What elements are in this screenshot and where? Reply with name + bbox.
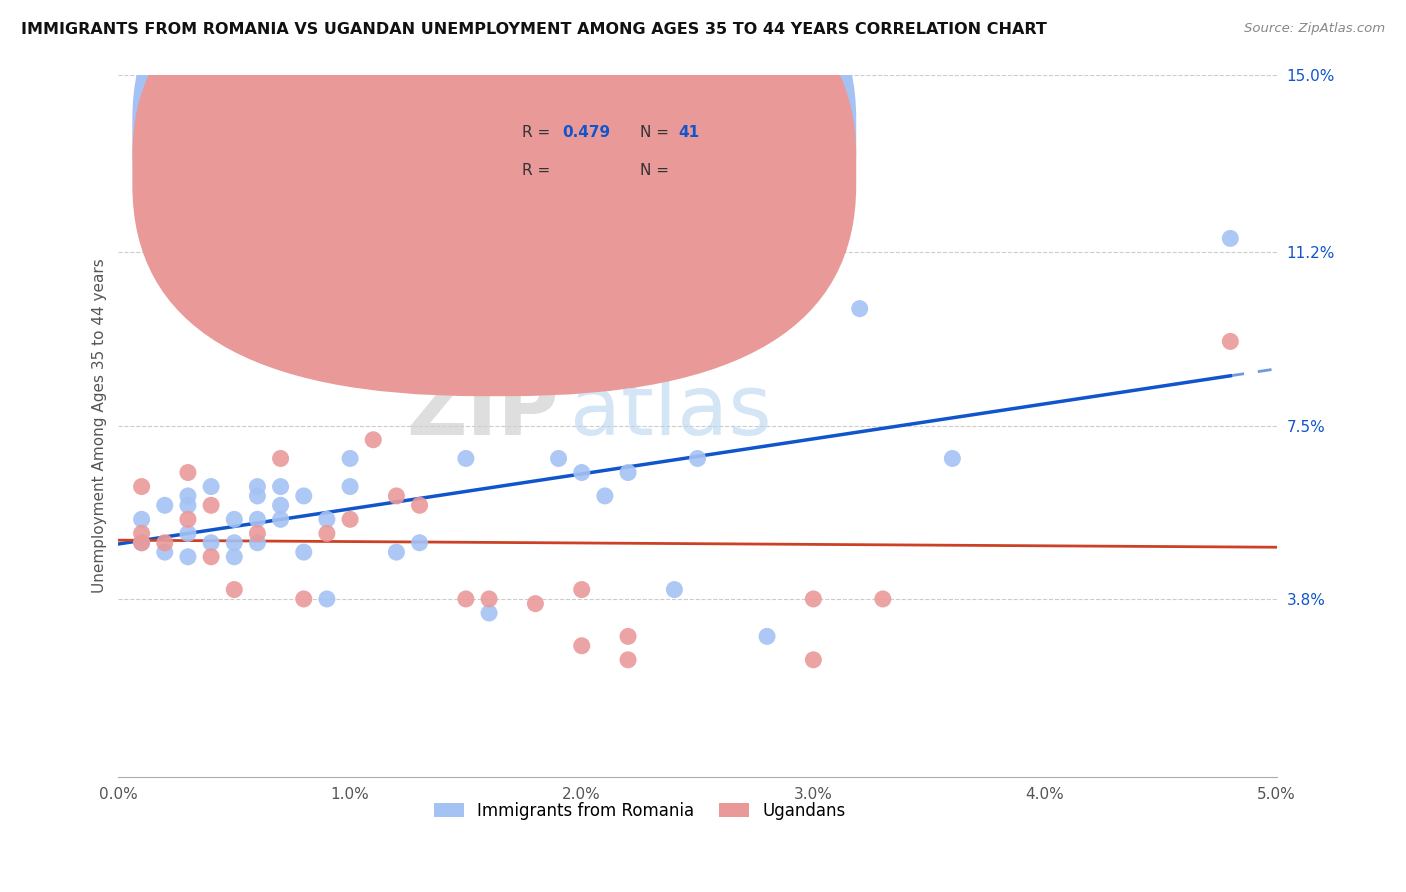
Point — [571, 639, 593, 653]
Point — [316, 512, 339, 526]
Point — [756, 629, 779, 643]
Point — [270, 498, 292, 512]
Point — [224, 582, 246, 597]
Point — [177, 549, 200, 564]
FancyBboxPatch shape — [132, 0, 856, 359]
Point — [617, 466, 640, 480]
Point — [200, 535, 222, 549]
Point — [408, 535, 430, 549]
Point — [478, 606, 501, 620]
Point — [593, 489, 616, 503]
Text: Source: ZipAtlas.com: Source: ZipAtlas.com — [1244, 22, 1385, 36]
Point — [153, 498, 176, 512]
Point — [246, 512, 269, 526]
Point — [872, 591, 894, 606]
Point — [292, 591, 315, 606]
Point — [131, 526, 153, 541]
Point — [571, 582, 593, 597]
Point — [1219, 334, 1241, 349]
Point — [316, 526, 339, 541]
Point — [454, 591, 477, 606]
Point — [941, 451, 963, 466]
Point — [686, 451, 709, 466]
Point — [478, 591, 501, 606]
Text: 0.479: 0.479 — [562, 125, 610, 140]
Point — [292, 545, 315, 559]
Point — [177, 498, 200, 512]
Point — [270, 451, 292, 466]
FancyBboxPatch shape — [454, 103, 790, 208]
Point — [664, 582, 686, 597]
Point — [339, 451, 361, 466]
Point — [339, 512, 361, 526]
Point — [153, 545, 176, 559]
Point — [246, 479, 269, 493]
Text: R =: R = — [522, 125, 550, 140]
Point — [131, 535, 153, 549]
Point — [177, 466, 200, 480]
Point — [224, 512, 246, 526]
Point — [224, 535, 246, 549]
Point — [571, 466, 593, 480]
Point — [454, 451, 477, 466]
Point — [131, 512, 153, 526]
Point — [547, 451, 569, 466]
Point — [361, 433, 384, 447]
Point — [177, 489, 200, 503]
Point — [270, 512, 292, 526]
Point — [246, 489, 269, 503]
Point — [1219, 231, 1241, 245]
Point — [686, 348, 709, 362]
Point — [385, 489, 408, 503]
Point — [339, 479, 361, 493]
FancyBboxPatch shape — [132, 0, 856, 396]
Point — [617, 653, 640, 667]
Point — [246, 535, 269, 549]
Point — [224, 549, 246, 564]
Text: IMMIGRANTS FROM ROMANIA VS UGANDAN UNEMPLOYMENT AMONG AGES 35 TO 44 YEARS CORREL: IMMIGRANTS FROM ROMANIA VS UGANDAN UNEMP… — [21, 22, 1047, 37]
Point — [177, 526, 200, 541]
Point — [803, 591, 825, 606]
Text: atlas: atlas — [571, 371, 772, 452]
Point — [408, 498, 430, 512]
Point — [200, 498, 222, 512]
Point — [617, 629, 640, 643]
Point — [803, 653, 825, 667]
Point — [131, 535, 153, 549]
Point — [848, 301, 870, 316]
Point — [200, 479, 222, 493]
Y-axis label: Unemployment Among Ages 35 to 44 years: Unemployment Among Ages 35 to 44 years — [93, 259, 107, 593]
Point — [292, 489, 315, 503]
Text: ZIP: ZIP — [406, 371, 558, 452]
Point — [361, 325, 384, 339]
Point — [270, 479, 292, 493]
Point — [153, 535, 176, 549]
Point — [316, 591, 339, 606]
Point — [246, 526, 269, 541]
Text: N =: N = — [640, 125, 669, 140]
Legend: Immigrants from Romania, Ugandans: Immigrants from Romania, Ugandans — [429, 797, 851, 825]
Text: 41: 41 — [678, 125, 699, 140]
Text: N =: N = — [640, 162, 669, 178]
Point — [524, 597, 547, 611]
Point — [177, 512, 200, 526]
Point — [385, 545, 408, 559]
Point — [131, 479, 153, 493]
Text: R =: R = — [522, 162, 550, 178]
Text: 26: 26 — [678, 162, 699, 178]
Text: -0.008: -0.008 — [562, 162, 617, 178]
Point — [200, 549, 222, 564]
